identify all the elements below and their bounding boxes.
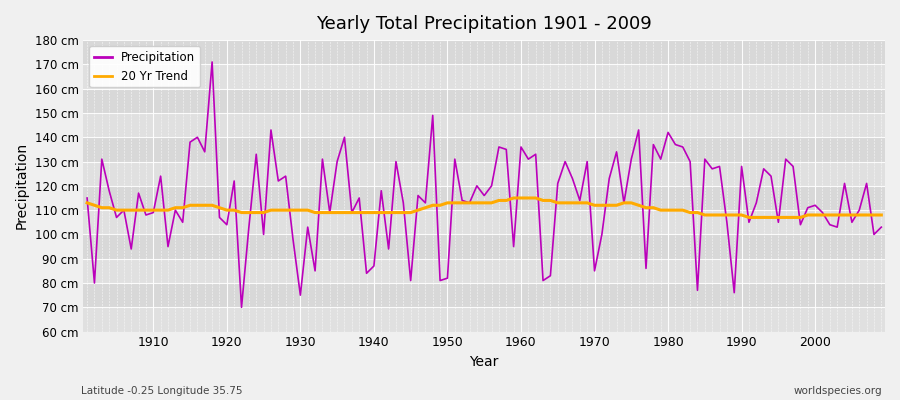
Bar <box>84 113 885 137</box>
Bar <box>84 137 885 162</box>
Bar <box>84 186 885 210</box>
X-axis label: Year: Year <box>470 355 499 369</box>
Bar <box>84 283 885 307</box>
Bar <box>84 40 885 64</box>
Bar <box>84 307 885 332</box>
Bar <box>84 259 885 283</box>
Bar <box>84 64 885 89</box>
Bar <box>84 210 885 234</box>
Y-axis label: Precipitation: Precipitation <box>15 142 29 230</box>
Bar <box>84 162 885 186</box>
Text: worldspecies.org: worldspecies.org <box>794 386 882 396</box>
Legend: Precipitation, 20 Yr Trend: Precipitation, 20 Yr Trend <box>89 46 200 87</box>
Bar <box>84 89 885 113</box>
Bar <box>84 234 885 259</box>
Title: Yearly Total Precipitation 1901 - 2009: Yearly Total Precipitation 1901 - 2009 <box>316 15 652 33</box>
Text: Latitude -0.25 Longitude 35.75: Latitude -0.25 Longitude 35.75 <box>81 386 242 396</box>
